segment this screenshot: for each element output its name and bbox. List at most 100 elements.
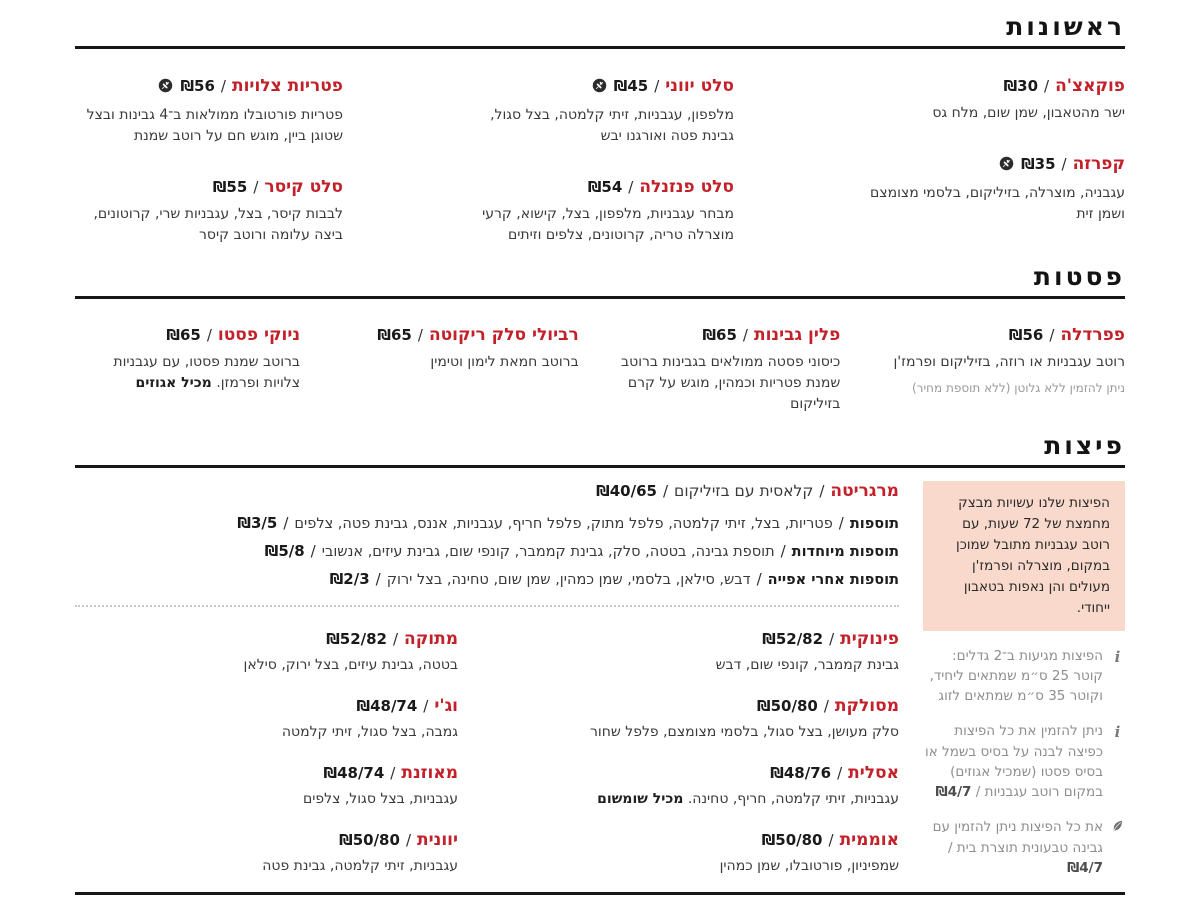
item-name: אוממית: [839, 830, 899, 851]
item-price: ₪52/82: [762, 630, 824, 649]
item-name: פלין גבינות: [753, 325, 841, 345]
menu-item-caprese: קפרזה / ₪35 עגבניה, מוצרלה, בזיליקום, בלסמ…: [857, 154, 1125, 225]
separator: /: [283, 514, 289, 532]
item-price: ₪65: [166, 326, 201, 344]
item-description: מבחר עגבניות, מלפפון, בצל, קישוא, קרעי מ…: [482, 206, 734, 243]
separator: /: [310, 541, 316, 560]
item-name: מתוקה: [404, 629, 458, 650]
gluten-free-option-note: ניתן להזמין ללא גלוטן (ללא תוספת מחיר): [912, 381, 1125, 395]
separator: /: [405, 831, 411, 850]
pizza-sidebar: הפיצות שלנו עשויות מבצק מחמצת של 72 שעות…: [923, 481, 1125, 897]
starters-columns: פוקאצ'ה / ₪30 ישר מהטאבון, שמן שום, מלח גס…: [75, 76, 1125, 246]
item-description: גמבה, בצל סגול, זיתי קלמטה: [281, 724, 458, 741]
gluten-free-icon: [158, 78, 173, 98]
item-name: פינוקית: [840, 629, 899, 650]
item-price: ₪65: [377, 326, 412, 344]
separator: /: [780, 541, 786, 560]
item-description: עגבניות, בצל סגול, צלפים: [302, 791, 458, 808]
item-price: ₪65: [702, 326, 737, 344]
item-price: ₪45: [613, 77, 649, 95]
note-text: הפיצות מגיעות ב־2 גדלים: קוטר 25 ס״מ שמת…: [929, 647, 1103, 705]
item-style: קלאסית עם בזיליקום: [674, 482, 814, 500]
item-description: סלק מעושן, בצל סגול, בלסמי מצומצם, פלפל …: [590, 724, 899, 741]
item-name: ניוקי פסטו: [217, 325, 301, 345]
item-price: ₪55: [212, 178, 248, 196]
item-name: וג'י: [434, 696, 458, 717]
item-price: ₪48/76: [770, 764, 832, 783]
toppings-label: תוספות אחרי אפייה: [767, 571, 899, 588]
separator: /: [1044, 77, 1050, 95]
separator: /: [662, 482, 669, 500]
dotted-divider: [75, 605, 899, 608]
item-name: פפרדלה: [1060, 325, 1125, 345]
menu-item-umamit: אוממית / ₪50/80 שמפיניון, פורטובלו, שמן כמ…: [564, 830, 899, 877]
menu-item-beet-ricotta-ravioli: רביולי סלק ריקוטה / ₪65 ברוטב חמאת לימון ו…: [327, 325, 579, 415]
allergen-note: מכיל שומשום: [597, 791, 684, 808]
menu-item-meuzenet: מאוזנת / ₪48/74 עגבניות, בצל סגול, צלפים: [170, 763, 458, 810]
item-name: מסולקת: [834, 696, 899, 717]
menu-item-metuka: מתוקה / ₪52/82 בטטה, גבינת עיזים, בצל ירוק…: [170, 629, 458, 676]
item-description: רוטב עגבניות או רוזה, בזיליקום ופרמז'ן: [893, 354, 1125, 370]
menu-item-cheese-parcels: פלין גבינות / ₪65 כיסוני פסטה ממולאים בגבי…: [605, 325, 840, 415]
toppings-price: ₪5/8: [264, 541, 305, 560]
gluten-free-icon: [999, 156, 1014, 176]
menu-item-veggie: וג'י / ₪48/74 גמבה, בצל סגול, זיתי קלמטה: [170, 696, 458, 743]
separator: /: [390, 764, 396, 783]
gluten-free-icon: [592, 78, 607, 98]
item-description: ברוטב חמאת לימון וטימין: [430, 354, 579, 370]
toppings-items: דבש, סילאן, בלסמי, שמן כמהין, שמן שום, ט…: [386, 571, 751, 588]
item-price: ₪30: [1003, 77, 1039, 95]
separator: /: [838, 514, 844, 532]
starters-col-1: פוקאצ'ה / ₪30 ישר מהטאבון, שמן שום, מלח גס…: [857, 76, 1125, 246]
menu-item-focaccia: פוקאצ'ה / ₪30 ישר מהטאבון, שמן שום, מלח גס: [857, 76, 1125, 124]
toppings-list: תוספות / פטריות, בצל, זיתי קלמטה, פלפל מתו…: [75, 510, 899, 593]
item-name: קפרזה: [1072, 154, 1125, 174]
item-name: רביולי סלק ריקוטה: [428, 325, 579, 345]
section-rule: [75, 296, 1125, 299]
item-description: לבבות קיסר, בצל, עגבניות שרי, קרוטונים, …: [93, 206, 343, 243]
item-price: ₪48/74: [356, 697, 418, 716]
toppings-price: ₪2/3: [329, 569, 370, 588]
item-description: עגבניות, זיתי קלמטה, גבינת פטה: [262, 858, 458, 875]
pizza-col-1: פינוקית / ₪52/82 גבינת קממבר, קונפי שום, ד…: [564, 629, 899, 897]
starters-col-2: סלט יווני / ₪45 מלפפון, עגבניות, זיתי קלמט…: [466, 76, 734, 246]
item-description: בטטה, גבינת עיזים, בצל ירוק, סילאן: [243, 657, 458, 674]
toppings-items: פטריות, בצל, זיתי קלמטה, פלפל מתוק, פלפל…: [294, 516, 833, 532]
separator: /: [654, 77, 660, 95]
menu-item-roasted-mushrooms: פטריות צלויות / ₪56 פטריות פורטובלו ממולאו…: [75, 76, 343, 147]
toppings-items: תוספת גבינה, בטטה, סלק, גבינת קממבר, קונ…: [321, 543, 775, 560]
separator: /: [828, 831, 834, 850]
vegan-leaf-icon: [1113, 821, 1122, 831]
pizzas-layout: הפיצות שלנו עשויות מבצק מחמצת של 72 שעות…: [75, 481, 1125, 897]
separator: /: [837, 764, 843, 783]
allergen-note: מכיל אגוזים: [135, 375, 212, 391]
item-price: ₪56: [180, 77, 215, 95]
item-name: פטריות צלויות: [231, 76, 343, 96]
separator: /: [253, 178, 259, 196]
vegan-cheese-note: את כל הפיצות ניתן להזמין עם גבינה טבעוני…: [923, 817, 1125, 878]
separator: /: [742, 326, 748, 344]
item-name: סלט יווני: [665, 76, 734, 96]
item-name: סלט פנזנלה: [639, 177, 734, 197]
item-description: שמפיניון, פורטובלו, שמן כמהין: [719, 858, 899, 875]
toppings-label: תוספות מיוחדות: [791, 543, 899, 560]
item-price: ₪50/80: [761, 831, 823, 850]
item-description: כיסוני פסטה ממולאים בגבינות ברוטב שמנת פ…: [621, 354, 841, 412]
menu-item-greek-pizza: יוונית / ₪50/80 עגבניות, זיתי קלמטה, גבינת…: [170, 830, 458, 877]
item-description: גבינת קממבר, קונפי שום, דבש: [715, 657, 899, 674]
note-text: ניתן להזמין את כל הפיצות כפיצה לבנה על ב…: [925, 723, 1103, 801]
info-icon: i: [1114, 647, 1121, 666]
section-rule: [75, 46, 1125, 49]
separator: /: [1049, 326, 1055, 344]
section-title-pizzas: פיצות: [1044, 431, 1125, 460]
section-title-pastas: פסטות: [1033, 262, 1125, 291]
separator: /: [819, 482, 825, 500]
item-name: פוקאצ'ה: [1055, 76, 1125, 96]
separator: /: [829, 630, 835, 649]
note-price: ₪4/7: [1067, 859, 1103, 876]
separator: /: [1061, 155, 1067, 173]
item-price: ₪35: [1021, 155, 1056, 173]
item-name: מרגריטה: [830, 481, 899, 501]
item-description: עגבניות, זיתי קלמטה, חריף, טחינה.: [687, 791, 899, 808]
